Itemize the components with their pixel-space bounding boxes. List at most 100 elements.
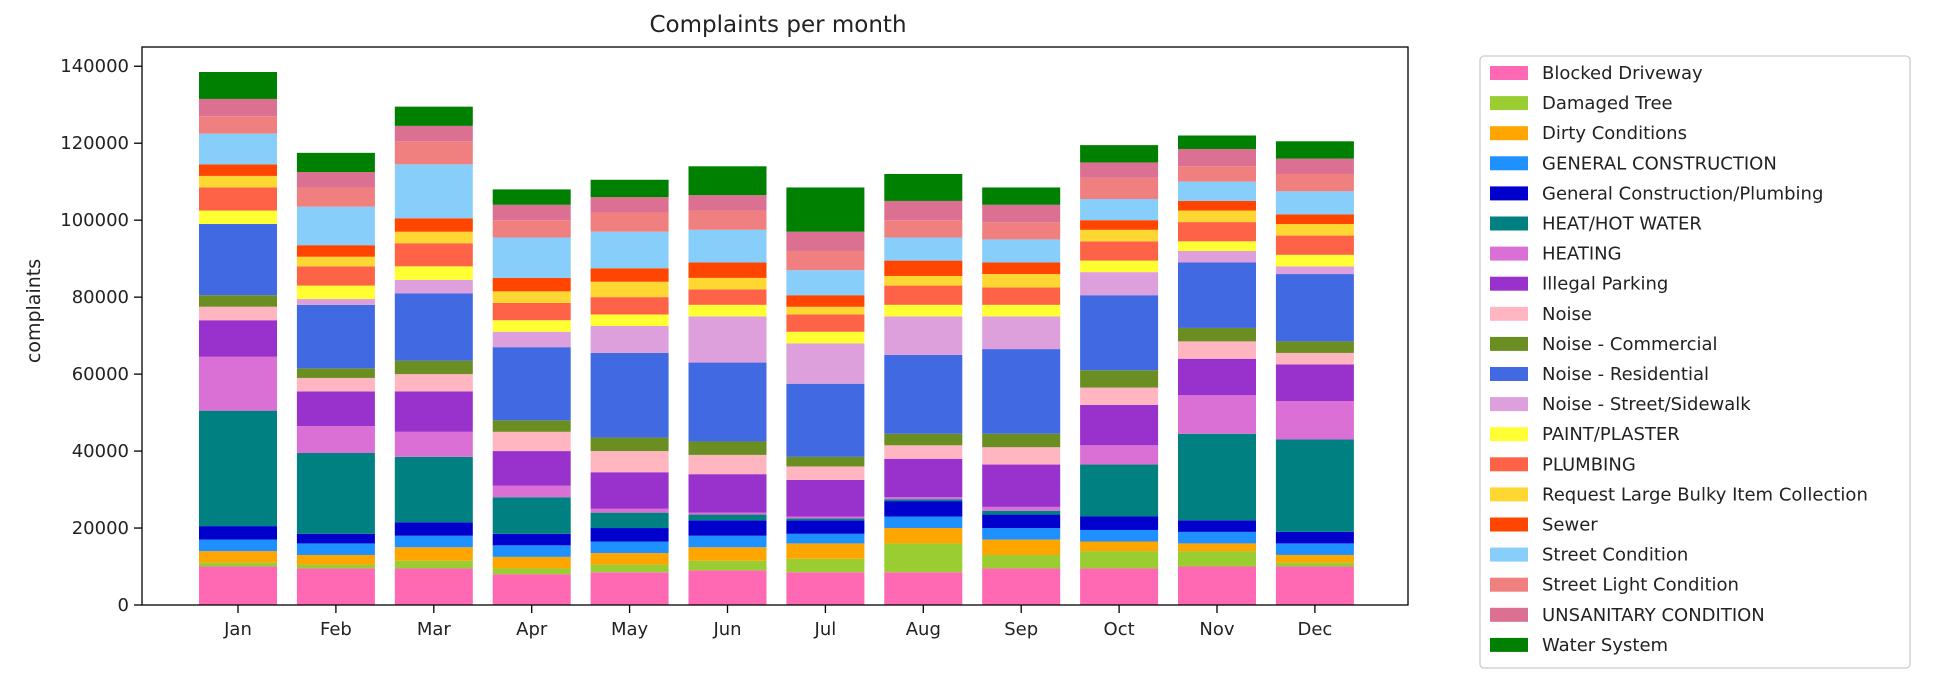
bar-segment	[1275, 254, 1354, 267]
bar-segment	[492, 189, 571, 205]
bar-segment	[982, 528, 1061, 540]
bar-segment	[1080, 145, 1159, 163]
bar-segment	[590, 572, 669, 605]
bar-segment	[1080, 295, 1159, 371]
bar-segment	[884, 200, 963, 221]
bar-segment	[590, 326, 669, 353]
legend-swatch	[1490, 216, 1528, 231]
legend-swatch	[1490, 126, 1528, 141]
y-tick-label: 120000	[60, 133, 129, 154]
legend-swatch	[1490, 517, 1528, 532]
bar-segment	[688, 362, 767, 442]
bar-segment	[1080, 162, 1159, 178]
bar-segment	[296, 543, 375, 555]
bar-segment	[199, 164, 277, 176]
x-tick-label: Apr	[516, 619, 548, 640]
bar-segment	[590, 179, 669, 198]
bar-segment	[786, 466, 865, 480]
bar-segment	[688, 166, 767, 196]
bar-segment	[1178, 250, 1256, 263]
bar-segment	[296, 256, 375, 267]
bar-segment	[1275, 214, 1354, 225]
bar-segment	[688, 560, 767, 571]
x-tick-label: Oct	[1104, 619, 1135, 640]
bar-segment	[982, 262, 1061, 275]
bar-segment	[1275, 191, 1354, 215]
bar-segment	[1178, 520, 1256, 532]
bar-segment	[982, 539, 1061, 555]
legend-label: Noise - Street/Sidewalk	[1542, 394, 1751, 415]
bar-segment	[1275, 543, 1354, 555]
bar-segment	[590, 297, 669, 315]
bar-segment	[982, 304, 1061, 317]
bar-segment	[1178, 358, 1256, 396]
bar-segment	[394, 391, 473, 432]
bar-segment	[1080, 220, 1159, 230]
bar-segment	[1275, 562, 1354, 567]
x-tick-label: Dec	[1297, 619, 1332, 640]
y-tick-label: 100000	[60, 210, 129, 231]
y-tick-label: 140000	[60, 56, 129, 77]
bar-segment	[296, 206, 375, 246]
legend-label: HEATING	[1542, 244, 1622, 265]
bar-segment	[982, 239, 1061, 263]
bar-segment	[884, 354, 963, 434]
y-tick-label: 20000	[72, 518, 129, 539]
bar-segment	[590, 472, 669, 509]
bar-segment	[688, 535, 767, 548]
legend-swatch	[1490, 427, 1528, 442]
bar-segment	[1080, 387, 1159, 405]
bar-segment	[590, 541, 669, 554]
bar-segment	[1275, 401, 1354, 440]
bar-segment	[590, 231, 669, 269]
bar-segment	[982, 222, 1061, 240]
bar-segment	[1178, 200, 1256, 211]
bar-segment	[786, 187, 865, 232]
bar-segment	[492, 331, 571, 348]
bar-segment	[884, 458, 963, 498]
bars-layer	[199, 72, 1354, 605]
legend-label: HEAT/HOT WATER	[1542, 214, 1702, 235]
bar-segment	[492, 237, 571, 278]
bar-segment	[394, 560, 473, 569]
bar-segment	[688, 195, 767, 211]
legend-label: GENERAL CONSTRUCTION	[1542, 153, 1777, 174]
bar-segment	[786, 295, 865, 307]
bar-segment	[982, 204, 1061, 223]
legend-swatch	[1490, 186, 1528, 201]
bar-segment	[1080, 260, 1159, 273]
bar-segment	[296, 377, 375, 392]
legend-swatch	[1490, 547, 1528, 562]
x-tick-label: Sep	[1004, 619, 1038, 640]
bar-segment	[884, 275, 963, 286]
bar-segment	[492, 220, 571, 238]
bar-segment	[786, 270, 865, 296]
bar-segment	[296, 533, 375, 544]
x-tick-label: Nov	[1199, 619, 1234, 640]
bar-segment	[590, 268, 669, 282]
bar-segment	[786, 516, 865, 519]
bar-segment	[296, 266, 375, 286]
bar-segment	[296, 187, 375, 207]
bar-segment	[1080, 551, 1159, 569]
legend-label: Noise - Residential	[1542, 364, 1709, 385]
bar-segment	[394, 568, 473, 605]
legend-swatch	[1490, 246, 1528, 261]
bar-segment	[590, 451, 669, 473]
bar-segment	[1080, 464, 1159, 517]
bar-segment	[1275, 141, 1354, 159]
bar-segment	[1275, 274, 1354, 342]
bar-segment	[786, 456, 865, 467]
bar-segment	[394, 279, 473, 294]
bar-segment	[1275, 173, 1354, 192]
legend-swatch	[1490, 637, 1528, 652]
bar-segment	[199, 98, 277, 117]
bar-segment	[982, 568, 1061, 605]
bar-segment	[1080, 516, 1159, 530]
bar-segment	[1178, 135, 1256, 149]
bar-segment	[492, 320, 571, 332]
bar-segment	[1080, 568, 1159, 605]
y-tick-label: 0	[118, 595, 129, 616]
bar-segment	[199, 187, 277, 211]
